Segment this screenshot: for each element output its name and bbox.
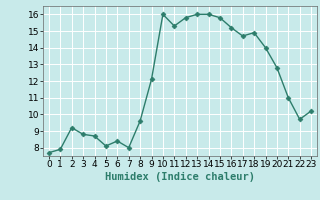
X-axis label: Humidex (Indice chaleur): Humidex (Indice chaleur): [105, 172, 255, 182]
